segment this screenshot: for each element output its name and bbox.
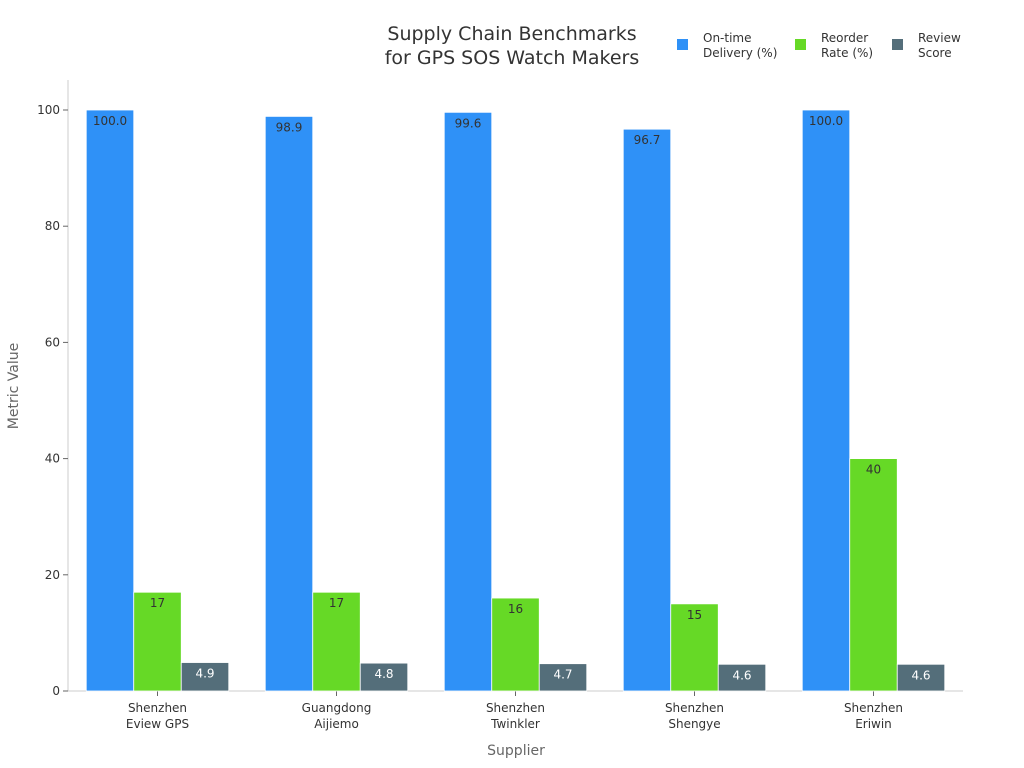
bar xyxy=(896,663,946,692)
bar xyxy=(264,115,314,692)
legend-swatch xyxy=(677,39,688,50)
bar xyxy=(312,591,361,692)
x-tick-label: Shenzhen Twinkler xyxy=(486,701,545,731)
legend-swatch xyxy=(892,39,903,50)
bar-value-label: 16 xyxy=(508,602,523,616)
y-tick-label: 0 xyxy=(52,684,60,698)
bar xyxy=(622,128,672,692)
bar-value-label: 17 xyxy=(329,596,344,610)
bar-value-label: 99.6 xyxy=(455,116,482,130)
bar xyxy=(491,597,540,692)
x-tick-label: Shenzhen Shengye xyxy=(665,701,724,731)
y-axis-label: Metric Value xyxy=(6,343,22,429)
y-tick-label: 20 xyxy=(45,568,60,582)
bar-value-label: 4.9 xyxy=(195,667,214,681)
bar-value-label: 96.7 xyxy=(634,133,661,147)
bar xyxy=(849,458,898,692)
chart-title: Supply Chain Benchmarks for GPS SOS Watch… xyxy=(385,23,640,69)
bar-value-label: 15 xyxy=(687,608,702,622)
legend-label: Review Score xyxy=(918,31,961,60)
bar xyxy=(133,591,182,692)
bar xyxy=(443,111,493,692)
bar-value-label: 4.6 xyxy=(732,668,751,682)
x-axis-label: Supplier xyxy=(487,743,545,759)
bar-value-label: 100.0 xyxy=(809,114,843,128)
bar-value-label: 4.6 xyxy=(911,668,930,682)
legend-swatch xyxy=(795,39,806,50)
bar-value-label: 4.8 xyxy=(374,667,393,681)
y-tick-label: 40 xyxy=(45,452,60,466)
bar-value-label: 98.9 xyxy=(276,120,303,134)
bar xyxy=(670,603,719,692)
y-tick-label: 60 xyxy=(45,335,60,349)
bar xyxy=(180,662,230,692)
legend-label: Reorder Rate (%) xyxy=(821,31,873,60)
x-tick-label: Guangdong Aijiemo xyxy=(302,701,372,731)
bar-value-label: 40 xyxy=(866,463,881,477)
legend-label: On-time Delivery (%) xyxy=(703,31,777,60)
x-tick-label: Shenzhen Eview GPS xyxy=(126,701,189,731)
bar xyxy=(801,109,851,692)
bar xyxy=(85,109,135,692)
bar-value-label: 17 xyxy=(150,596,165,610)
bar xyxy=(538,663,588,692)
y-tick-label: 100 xyxy=(37,103,60,117)
x-tick-label: Shenzhen Eriwin xyxy=(844,701,903,731)
bar xyxy=(359,662,409,692)
bar-value-label: 4.7 xyxy=(553,668,572,682)
bar-value-label: 100.0 xyxy=(93,114,127,128)
y-tick-label: 80 xyxy=(45,219,60,233)
bar xyxy=(717,663,767,692)
